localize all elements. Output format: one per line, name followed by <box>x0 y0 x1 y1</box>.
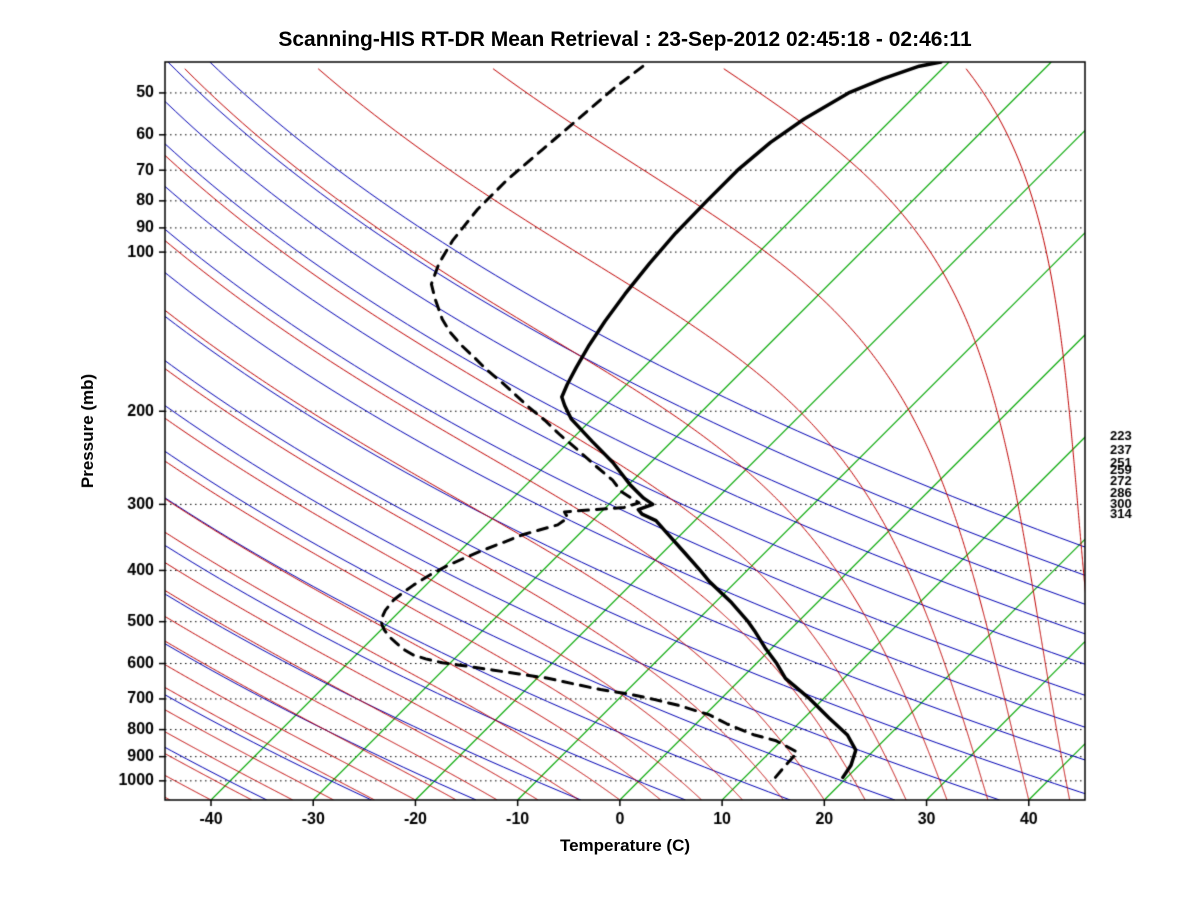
chart-title: Scanning-HIS RT-DR Mean Retrieval : 23-S… <box>278 28 972 51</box>
x-axis-label: Temperature (C) <box>559 836 691 855</box>
y-axis-label: Pressure (mb) <box>78 373 97 489</box>
